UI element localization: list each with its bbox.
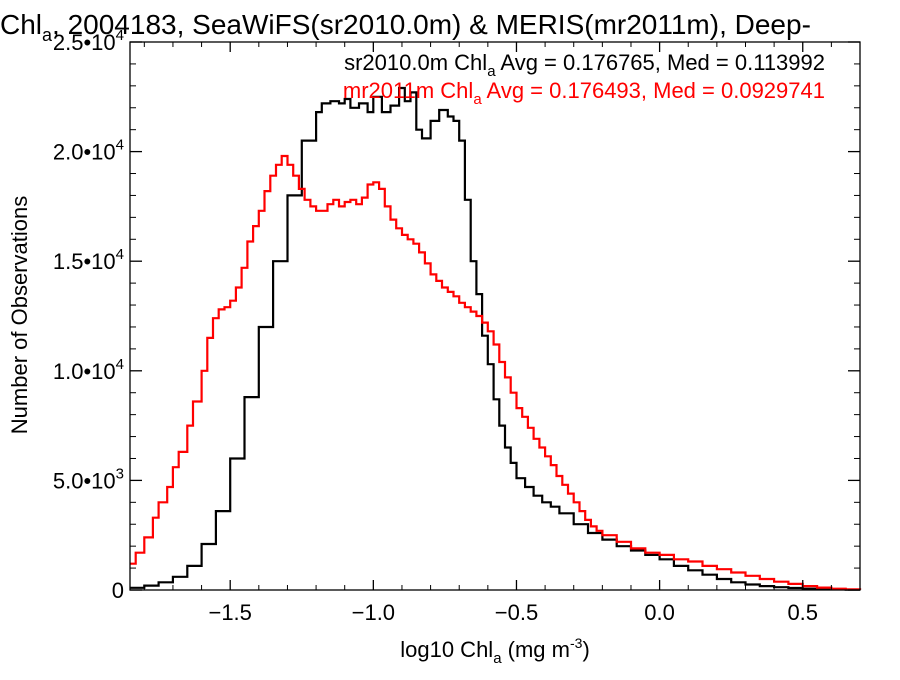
y-tick-mantissa: 0	[112, 578, 124, 603]
x-tick-label: 0.5	[787, 600, 818, 625]
y-tick-label: 2.0•104	[53, 137, 124, 165]
series-line-mr2011m	[130, 154, 862, 591]
y-tick-exponent: 4	[116, 246, 124, 263]
y-tick-exponent: 4	[116, 27, 124, 44]
legend-entry-mr2011m: mr2011m Chla Avg = 0.176493, Med = 0.092…	[343, 78, 825, 108]
y-tick-mantissa: 1.5•10	[53, 249, 116, 274]
legend-text: mr2011m Chl	[343, 78, 473, 103]
legend: sr2010.0m Chla Avg = 0.176765, Med = 0.1…	[343, 50, 825, 108]
y-tick-exponent: 4	[116, 137, 124, 154]
y-tick-label: 2.5•104	[53, 27, 124, 55]
plot-area	[130, 86, 862, 591]
y-tick-mantissa: 2.5•10	[53, 30, 116, 55]
y-tick-label: 0	[112, 578, 124, 603]
series-line-sr2010-0m	[130, 86, 862, 591]
x-tick-label: −1.5	[208, 600, 251, 625]
x-tick-label: −1.0	[352, 600, 395, 625]
y-tick-exponent: 4	[116, 356, 124, 373]
x-tick-label: 0.0	[644, 600, 675, 625]
x-tick-label: −0.5	[495, 600, 538, 625]
y-tick-exponent: 3	[116, 465, 124, 482]
y-tick-mantissa: 2.0•10	[53, 140, 116, 165]
legend-entry-sr2010-0m: sr2010.0m Chla Avg = 0.176765, Med = 0.1…	[344, 50, 825, 80]
legend-stats: Avg = 0.176765, Med = 0.113992	[496, 50, 825, 75]
legend-subscript: a	[487, 63, 496, 80]
x-axis-label: log10 Chla (mg m-3)	[400, 635, 590, 667]
y-tick-mantissa: 1.0•10	[53, 359, 116, 384]
y-axis-label: Number of Observations	[7, 196, 32, 434]
y-tick-label: 1.5•104	[53, 246, 124, 274]
y-tick-label: 1.0•104	[53, 356, 124, 384]
legend-stats: Avg = 0.176493, Med = 0.0929741	[482, 78, 825, 103]
legend-subscript: a	[473, 91, 482, 108]
plot-frame	[129, 41, 861, 591]
legend-text: sr2010.0m Chl	[344, 50, 487, 75]
chart-title: Chla, 2004183, SeaWiFS(sr2010.0m) & MERI…	[0, 9, 811, 45]
y-tick-label: 5.0•103	[53, 465, 124, 493]
y-tick-mantissa: 5.0•10	[53, 468, 116, 493]
axes: −1.5 −1.0 −0.5 0.0 0.505.0•1031.0•1041.5•104…	[53, 27, 861, 625]
